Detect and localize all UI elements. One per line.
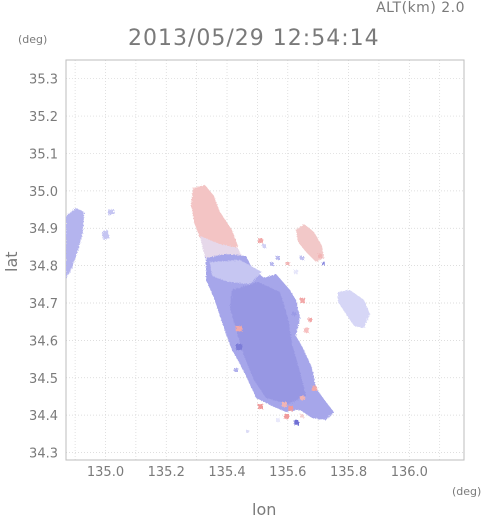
echo-small-patch-2 — [108, 209, 114, 215]
y-tick-label: 35.2 — [29, 110, 58, 125]
x-tick-label: 135.0 — [87, 465, 124, 480]
y-tick-label: 35.3 — [29, 73, 58, 88]
x-tick-label: 135.2 — [148, 465, 185, 480]
y-tick-labels: 34.3 34.4 34.5 34.6 34.7 34.8 34.9 35.0 35.1 35.2… — [29, 73, 58, 462]
x-axis-label: lon — [252, 500, 277, 519]
altitude-label: ALT(km) 2.0 — [376, 0, 465, 16]
echo-east-arm — [296, 224, 324, 262]
x-tick-label: 136.0 — [391, 465, 428, 480]
x-tick-label: 135.8 — [330, 465, 367, 480]
echo-field — [66, 185, 370, 433]
y-tick-label: 34.7 — [29, 297, 58, 312]
x-axis-unit: (deg) — [452, 485, 482, 498]
y-tick-label: 34.8 — [29, 260, 58, 275]
echo-far-east — [338, 290, 370, 328]
echo-small-patch — [102, 230, 109, 240]
y-tick-label: 34.6 — [29, 334, 58, 349]
y-tick-label: 35.0 — [29, 185, 58, 200]
grid-lines — [66, 60, 464, 460]
timestamp-title: 2013/05/29 12:54:14 — [128, 26, 380, 51]
y-tick-label: 34.5 — [29, 372, 58, 387]
echo-main-core — [230, 282, 306, 404]
x-tick-label: 135.4 — [208, 465, 245, 480]
y-tick-label: 34.9 — [29, 222, 58, 237]
echo-upper-band — [210, 260, 262, 284]
y-tick-label: 34.3 — [29, 447, 58, 462]
x-tick-labels: 135.0 135.2 135.4 135.6 135.8 136.0 — [87, 465, 428, 480]
y-tick-label: 34.4 — [29, 409, 58, 424]
echo-north-arm — [191, 185, 238, 254]
x-tick-label: 135.6 — [269, 465, 306, 480]
y-tick-label: 35.1 — [29, 147, 58, 162]
echo-speckles — [234, 238, 325, 433]
y-axis-unit: (deg) — [18, 33, 48, 46]
echo-west-strip — [66, 208, 84, 278]
